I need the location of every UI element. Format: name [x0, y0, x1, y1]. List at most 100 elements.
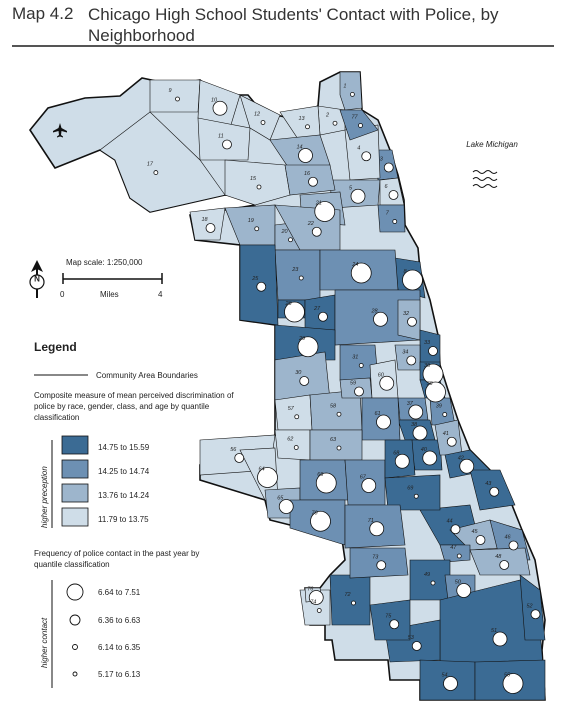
area-label-20: 20 — [281, 229, 289, 235]
contact-circle-40 — [422, 450, 438, 466]
contact-circle-70 — [310, 510, 331, 532]
area-label-74: 74 — [310, 600, 316, 606]
community-area-30 — [274, 351, 331, 401]
contact-circle-56 — [234, 453, 245, 463]
area-label-35: 35 — [424, 363, 431, 369]
area-label-67: 67 — [360, 475, 367, 481]
contact-circle-55 — [502, 673, 524, 694]
area-label-16: 16 — [304, 171, 311, 177]
area-label-14: 14 — [297, 145, 303, 151]
area-label-66: 66 — [317, 472, 324, 478]
contact-circle-34 — [406, 355, 417, 366]
contact-circle-51 — [492, 631, 508, 647]
area-label-58: 58 — [330, 403, 337, 409]
fill-class-label-3: 11.79 to 13.75 — [98, 515, 149, 524]
area-label-40: 40 — [421, 447, 428, 453]
contact-circle-30 — [299, 376, 310, 386]
area-label-26: 26 — [285, 301, 293, 307]
area-label-39: 39 — [436, 404, 442, 410]
area-label-25: 25 — [251, 276, 259, 282]
contact-circle-6 — [388, 190, 399, 200]
area-label-64: 64 — [259, 467, 265, 473]
contact-circle-13 — [305, 124, 310, 130]
legend-circle-1 — [69, 614, 81, 626]
contact-circle-33 — [428, 346, 438, 356]
contact-circle-66 — [315, 472, 337, 494]
area-label-30: 30 — [295, 370, 302, 376]
contact-circle-58 — [336, 411, 342, 417]
community-area-11 — [197, 117, 251, 161]
area-label-7: 7 — [386, 211, 390, 217]
legend-circle-title: Frequency of police contact in the past … — [34, 549, 200, 569]
area-label-4: 4 — [357, 145, 360, 151]
contact-circle-29 — [297, 336, 319, 358]
area-label-38: 38 — [411, 422, 418, 428]
area-label-17: 17 — [147, 162, 154, 168]
area-label-49: 49 — [424, 572, 430, 578]
area-label-10: 10 — [211, 97, 218, 103]
community-area-9 — [149, 79, 201, 113]
area-label-27: 27 — [313, 306, 321, 312]
contact-circle-15 — [256, 184, 262, 190]
north-letter: N — [34, 275, 40, 284]
contact-circle-11 — [222, 139, 232, 150]
community-area-69 — [384, 474, 441, 511]
map-number: Map 4.2 — [12, 4, 74, 23]
area-label-60: 60 — [378, 372, 385, 378]
contact-circle-37 — [408, 404, 424, 420]
area-label-51: 51 — [491, 628, 497, 634]
contact-circle-18 — [205, 223, 216, 233]
contact-circle-65 — [278, 499, 294, 514]
area-label-8: 8 — [404, 269, 408, 275]
contact-circle-74 — [316, 608, 322, 613]
contact-circle-20 — [288, 237, 293, 243]
area-label-76: 76 — [307, 587, 314, 593]
scale-label: Map scale: 1:250,000 — [66, 258, 143, 267]
contact-circle-39 — [442, 412, 448, 417]
area-label-12: 12 — [254, 112, 260, 118]
area-label-54: 54 — [442, 673, 448, 679]
area-label-13: 13 — [299, 116, 306, 122]
community-area-47 — [439, 544, 471, 563]
area-label-6: 6 — [385, 184, 389, 190]
community-area-63 — [309, 429, 363, 461]
contact-circle-72 — [351, 600, 356, 606]
contact-circle-24 — [350, 262, 372, 284]
contact-circle-28 — [373, 311, 388, 327]
community-area-18 — [189, 207, 226, 241]
area-label-44: 44 — [447, 518, 453, 524]
contact-circle-54 — [443, 676, 458, 691]
area-label-52: 52 — [527, 603, 533, 609]
area-label-57: 57 — [288, 406, 295, 412]
area-label-19: 19 — [248, 218, 254, 224]
contact-circle-61 — [376, 414, 391, 430]
area-label-37: 37 — [407, 401, 414, 407]
scale-end: 4 — [158, 290, 163, 299]
area-label-47: 47 — [450, 545, 457, 551]
area-label-33: 33 — [424, 340, 431, 346]
contact-circle-43 — [489, 486, 500, 497]
contact-circle-64 — [257, 467, 278, 488]
contact-circle-62 — [293, 445, 299, 450]
legend-circle-0 — [66, 583, 84, 601]
area-label-15: 15 — [250, 176, 257, 182]
area-label-41: 41 — [443, 431, 449, 437]
area-label-53: 53 — [408, 635, 415, 641]
contact-circle-53 — [411, 641, 422, 651]
area-label-34: 34 — [402, 350, 408, 356]
area-label-77: 77 — [352, 115, 359, 121]
lake-michigan-label: Lake Michigan — [466, 140, 518, 149]
legend-circle-symbols — [66, 583, 84, 677]
contact-circle-16 — [308, 176, 318, 187]
area-label-59: 59 — [350, 381, 356, 387]
contact-circle-45 — [475, 535, 486, 545]
legend-fill-swatches — [61, 435, 89, 527]
community-area-52 — [519, 574, 546, 641]
contact-circle-73 — [376, 560, 387, 571]
contact-circle-67 — [361, 478, 377, 493]
area-label-70: 70 — [312, 510, 319, 516]
contact-circle-21 — [314, 201, 336, 222]
contact-circle-59 — [354, 386, 364, 397]
area-label-62: 62 — [287, 437, 293, 443]
